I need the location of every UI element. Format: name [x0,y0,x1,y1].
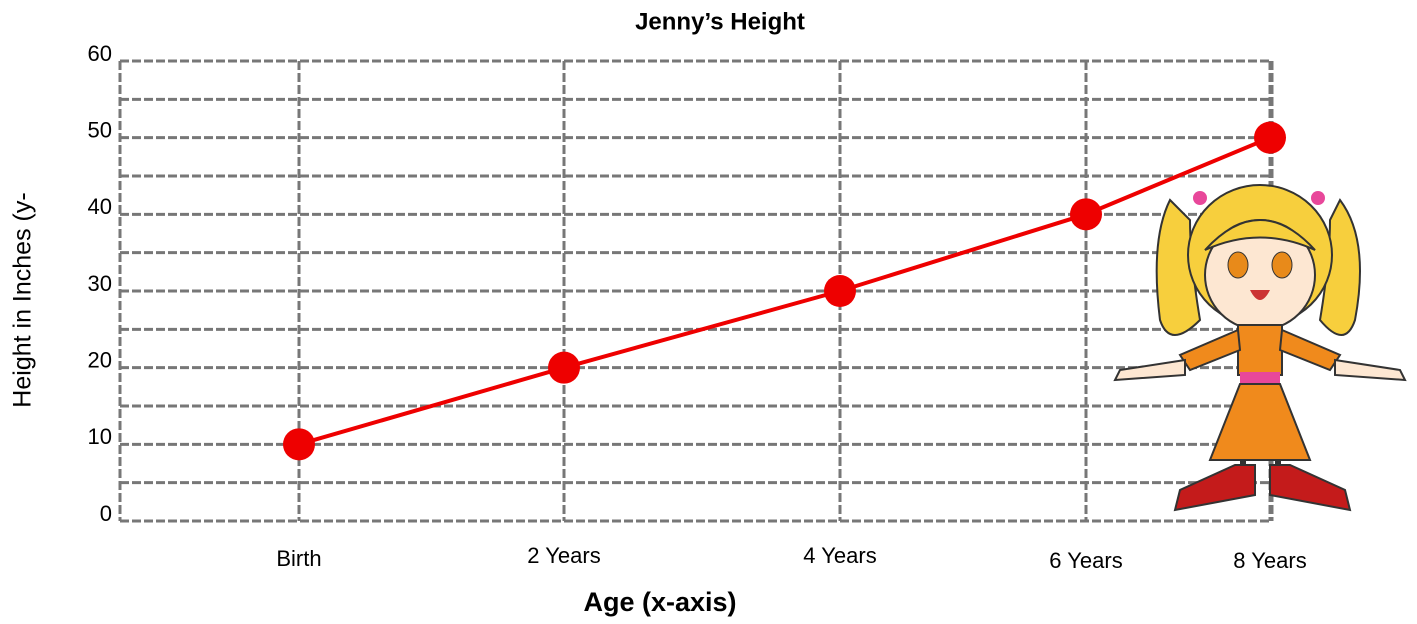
x-tick-label: Birth [276,546,321,571]
girl-illustration [1115,185,1405,510]
y-tick-label: 20 [88,347,112,372]
y-tick-label: 50 [88,117,112,142]
y-tick-label: 30 [88,271,112,296]
y-tick-label: 10 [88,424,112,449]
point [1254,122,1286,154]
y-tick-label: 40 [88,194,112,219]
point [548,352,580,384]
point [824,275,856,307]
x-tick-label: 6 Years [1049,548,1122,573]
x-axis-label: Age (x-axis) [583,587,736,617]
x-tick-label: 2 Years [527,543,600,568]
x-tick-label: 4 Years [803,543,876,568]
y-axis-label: Height in Inches (y- [9,192,37,407]
point [1070,198,1102,230]
y-tick-label: 60 [88,41,112,66]
chart-title: Jenny’s Height [635,8,805,35]
y-tick-label: 0 [100,501,112,526]
point [283,428,315,460]
x-tick-label: 8 Years [1233,548,1306,573]
chart: Jenny’s Height Age (x-axis) Height in In… [0,0,1417,624]
grid: 0 10 20 30 40 50 60 Birth 2 Years 4 Years 6 Years 8… [88,41,1307,573]
